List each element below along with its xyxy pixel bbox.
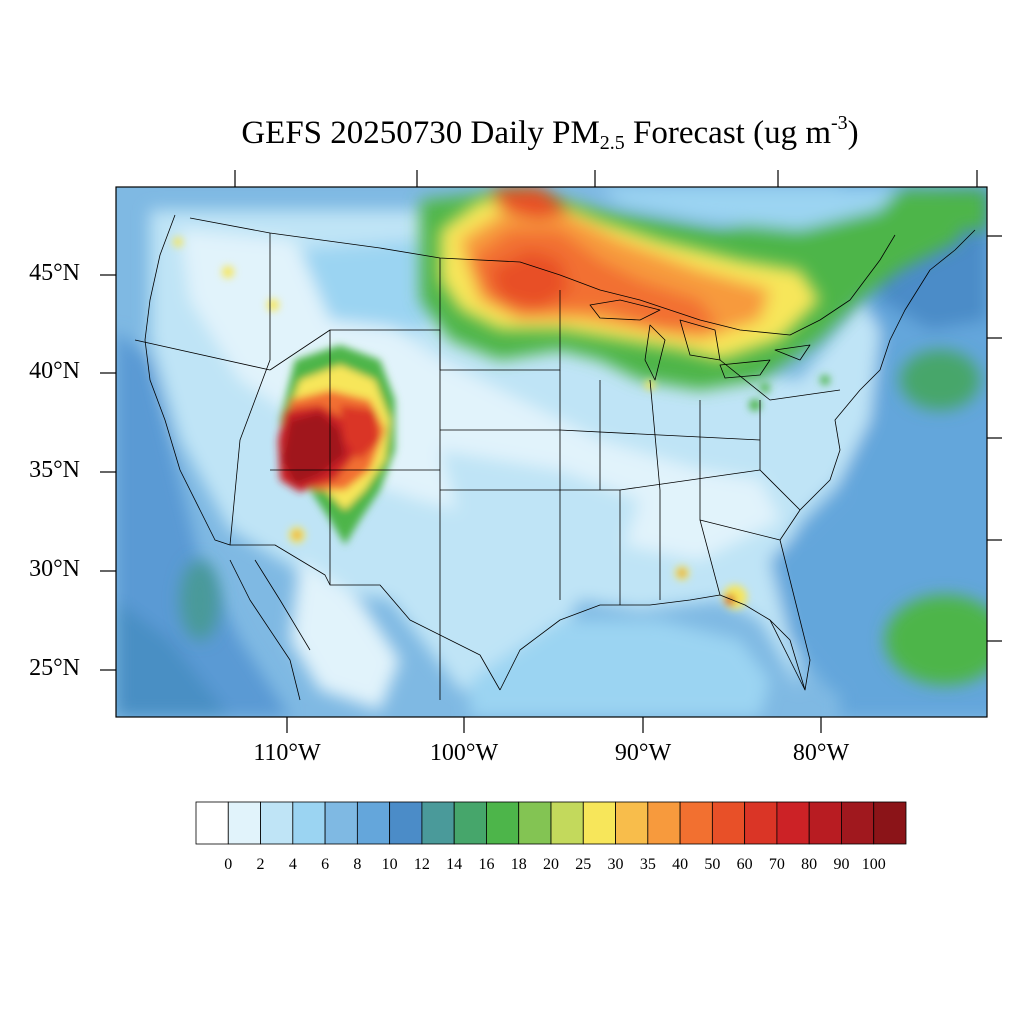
lat-label-35: 35°N	[29, 457, 80, 483]
colorbar-label: 90	[833, 856, 850, 873]
colorbar-label: 20	[543, 856, 559, 873]
colorbar-label: 10	[381, 856, 398, 873]
colorbar-label: 25	[575, 856, 592, 873]
colorbar-label: 14	[446, 856, 463, 873]
colorbar-swatch	[195, 801, 229, 845]
colorbar-label: 30	[607, 856, 624, 873]
colorbar-swatch	[744, 801, 778, 845]
colorbar-label: 40	[672, 856, 689, 873]
colorbar-swatch	[260, 801, 294, 845]
colorbar-swatch	[324, 801, 358, 845]
colorbar-label: 35	[639, 856, 656, 873]
colorbar-label: 8	[353, 856, 362, 873]
colorbar-swatch	[582, 801, 616, 845]
colorbar-swatch	[776, 801, 810, 845]
colorbar-label: 100	[861, 856, 886, 873]
colorbar-label: 4	[288, 856, 297, 873]
colorbar-label: 0	[224, 856, 233, 873]
colorbar-swatch	[486, 801, 520, 845]
colorbar-label: 16	[478, 856, 495, 873]
colorbar-swatch	[453, 801, 487, 845]
colorbar-label: 6	[321, 856, 330, 873]
colorbar-label: 80	[801, 856, 818, 873]
colorbar-swatch	[356, 801, 391, 845]
lon-label-110w: 110°W	[253, 740, 321, 766]
lat-label-45: 45°N	[29, 260, 80, 286]
colorbar-swatch	[550, 801, 584, 845]
colorbar-label: 70	[768, 856, 785, 873]
lon-label-100w: 100°W	[429, 740, 499, 766]
colorbar-swatch	[615, 801, 649, 845]
map-title: GEFS 20250730 Daily PM2.5 Forecast (ug m…	[241, 112, 859, 154]
colorbar	[195, 801, 907, 845]
colorbar-swatch	[389, 801, 423, 845]
lon-label-90w: 90°W	[614, 740, 672, 766]
lat-label-25: 25°N	[29, 655, 80, 681]
colorbar-swatch	[873, 801, 907, 845]
colorbar-swatch	[808, 801, 842, 845]
colorbar-label: 12	[413, 856, 430, 873]
map-frame	[115, 186, 988, 718]
colorbar-swatch	[421, 801, 455, 845]
colorbar-swatch	[292, 801, 326, 845]
colorbar-swatch	[679, 801, 713, 845]
colorbar-swatch	[227, 801, 261, 845]
colorbar-label: 50	[704, 856, 721, 873]
lat-label-30: 30°N	[29, 556, 80, 582]
lon-label-80w: 80°W	[792, 740, 850, 766]
colorbar-swatch	[841, 801, 875, 845]
colorbar-label: 60	[736, 856, 753, 873]
colorbar-label: 2	[256, 856, 265, 873]
colorbar-swatch	[647, 801, 681, 845]
lat-label-40: 40°N	[29, 358, 80, 384]
pm25-field	[116, 187, 987, 717]
colorbar-label: 18	[510, 856, 527, 873]
colorbar-swatch	[518, 801, 552, 845]
colorbar-swatch	[711, 801, 746, 845]
